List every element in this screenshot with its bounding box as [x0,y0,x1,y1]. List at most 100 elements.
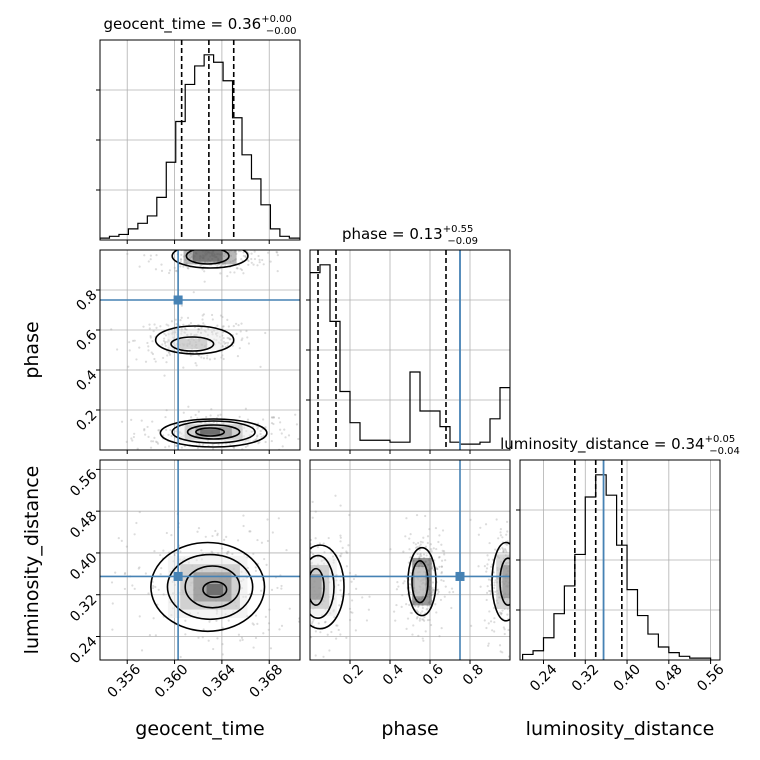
scatter-point [322,655,325,658]
scatter-point [144,433,147,436]
scatter-point [161,343,164,346]
scatter-point [198,244,200,246]
scatter-point [305,566,307,568]
scatter-point [326,633,329,636]
scatter-point [431,588,434,592]
scatter-point [212,244,214,246]
scatter-point [175,270,178,273]
scatter-point [221,345,225,348]
scatter-point [436,592,439,596]
scatter-point [238,415,241,418]
scatter-point [297,620,300,623]
scatter-point [236,267,239,270]
scatter-point [244,445,247,448]
scatter-point [516,578,518,580]
scatter-point [132,435,135,439]
scatter-point [506,613,509,616]
scatter-point [292,565,294,567]
scatter-point [198,443,201,446]
contour-line [171,250,249,269]
scatter-point [255,247,257,249]
scatter-point [499,531,502,534]
scatter-point [280,432,283,435]
scatter-point [189,354,192,357]
scatter-point [444,585,447,588]
scatter-point [271,605,273,607]
scatter-point [337,628,340,632]
scatter-point [304,617,306,619]
scatter-point [389,548,392,551]
scatter-point [401,594,404,597]
scatter-point [205,415,208,419]
scatter-point [211,551,214,554]
scatter-point [323,435,325,437]
scatter-point [246,418,250,421]
scatter-point [237,250,241,253]
scatter-point [440,572,443,575]
scatter-point [133,432,136,435]
scatter-point [168,351,171,355]
scatter-point [235,267,238,270]
scatter-point [255,437,258,441]
scatter-point [412,624,415,627]
scatter-point [515,594,517,596]
scatter-point [138,615,141,618]
scatter-point [339,536,342,539]
scatter-point [430,550,433,553]
scatter-point [200,549,203,552]
scatter-point [248,530,251,533]
scatter-point [125,545,128,548]
scatter-point [298,542,300,544]
scatter-point [488,589,491,593]
scatter-point [285,548,288,552]
scatter-point [240,338,243,342]
scatter-point [406,617,410,620]
scatter-point [276,251,279,254]
scatter-point [268,608,271,611]
scatter-point [190,416,193,419]
scatter-point [297,596,299,598]
scatter-point [117,537,120,540]
scatter-point [306,569,308,571]
scatter-point [187,405,190,408]
scatter-point [331,555,335,558]
scatter-point [196,245,198,247]
scatter-point [438,565,441,568]
scatter-point [159,553,162,557]
scatter-point [252,623,255,626]
scatter-point [130,418,133,421]
scatter-point [305,584,307,586]
scatter-point [470,624,473,627]
scatter-point [278,628,281,631]
scatter-point [523,590,525,592]
scatter-point [499,650,502,653]
scatter-point [477,565,480,568]
scatter-point [514,574,516,576]
scatter-point [417,541,420,545]
scatter-point [415,513,419,517]
scatter-point [140,649,144,652]
scatter-point [408,537,411,540]
scatter-point [116,348,119,351]
scatter-point [125,440,128,443]
scatter-point [128,349,131,352]
scatter-point [244,407,247,410]
scatter-point [147,260,150,263]
scatter-point [170,320,174,323]
scatter-point [419,543,422,546]
scatter-point [512,598,514,600]
scatter-point [256,427,259,430]
scatter-point [339,579,342,582]
scatter-point [202,628,205,631]
x-tick-label-phase: 0.4 [380,661,407,688]
scatter-point [256,538,259,542]
scatter-point [222,325,225,328]
scatter-point [501,546,504,549]
scatter-point [153,436,156,439]
scatter-point [302,591,304,593]
scatter-point [517,554,519,556]
scatter-point [140,419,143,422]
scatter-point [202,313,206,316]
scatter-point [520,573,522,575]
scatter-point [149,258,152,261]
